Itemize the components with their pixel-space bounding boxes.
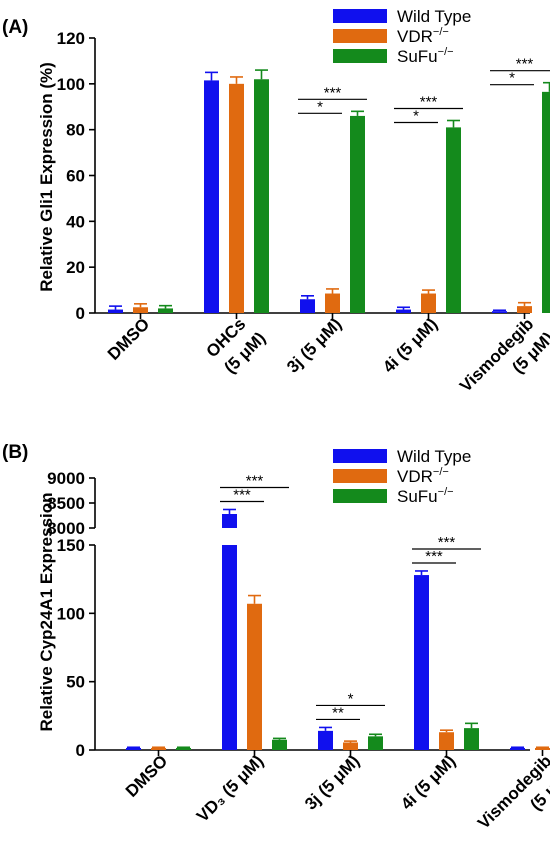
- b-legend-label-vdr: VDR−/−: [397, 466, 449, 486]
- legend-sup: −/−: [433, 26, 449, 38]
- b-bar-wild_type: [414, 575, 429, 750]
- b-significance-stars: ***: [438, 534, 456, 551]
- legend-sup: −/−: [438, 46, 454, 58]
- panel-label-b: (B): [2, 442, 28, 463]
- a-bar-sufu: [542, 91, 550, 314]
- legend-name: VDR: [397, 27, 433, 46]
- a-y-tick-label: 40: [66, 212, 85, 231]
- b-y-tick-label: 8000: [47, 519, 85, 538]
- a-significance-stars: ***: [420, 94, 438, 111]
- b-significance-stars: ***: [246, 473, 264, 490]
- b-legend-label-sufu: SuFu−/−: [397, 486, 454, 506]
- a-bar-wild_type: [492, 311, 507, 313]
- b-bar-vdr: [247, 603, 262, 750]
- b-category-label: 4i (5 μM): [397, 751, 459, 813]
- a-y-tick-label: 80: [66, 121, 85, 140]
- b-significance-stars: ***: [425, 548, 443, 565]
- a-y-tick-label: 120: [57, 29, 85, 48]
- b-y-tick-label: 50: [66, 673, 85, 692]
- a-legend-label-vdr: VDR−/−: [397, 26, 449, 46]
- a-bar-vdr: [421, 293, 436, 313]
- b-y-tick-label: 0: [76, 741, 85, 760]
- b-category-label: 3j (5 μM): [301, 751, 363, 813]
- a-bar-wild_type: [204, 80, 219, 313]
- a-bar-vdr: [133, 307, 148, 313]
- a-bar-vdr: [229, 83, 244, 313]
- legend-name: SuFu: [397, 487, 438, 506]
- b-significance-stars: *: [348, 690, 354, 707]
- a-bar-sufu: [158, 308, 173, 313]
- a-bar-wild_type: [396, 309, 411, 313]
- a-bar-vdr: [517, 306, 532, 313]
- b-bar-vdr: [151, 747, 166, 750]
- b-bar-wild_type: [126, 747, 141, 750]
- a-legend-swatch-sufu: [333, 49, 387, 63]
- a-significance-stars: ***: [516, 56, 534, 73]
- legend-name: Wild Type: [397, 447, 471, 466]
- a-category-label: 3j (5 μM): [283, 314, 345, 376]
- b-bar-sufu: [176, 747, 191, 750]
- y-axis-label-a: Relative Gli1 Expression (%): [37, 62, 56, 292]
- b-category-label: VD₃ (5 μM): [193, 751, 267, 825]
- a-category-label: 4i (5 μM): [379, 314, 441, 376]
- b-category-label: DMSO: [122, 751, 171, 800]
- legend-sup: −/−: [438, 486, 454, 498]
- a-significance-stars: *: [317, 98, 323, 115]
- legend-sup: −/−: [433, 466, 449, 478]
- a-y-tick-label: 20: [66, 258, 85, 277]
- a-legend-swatch-wild_type: [333, 9, 387, 23]
- b-bar-wild_type: [222, 545, 237, 750]
- a-y-tick-label: 100: [57, 75, 85, 94]
- a-y-tick-label: 0: [76, 304, 85, 323]
- b-bar-vdr: [343, 742, 358, 750]
- legend-name: Wild Type: [397, 7, 471, 26]
- b-bar-vdr: [535, 747, 550, 750]
- legend-name: VDR: [397, 467, 433, 486]
- a-legend-label-wild_type: Wild Type: [397, 7, 471, 26]
- a-significance-stars: ***: [324, 84, 342, 101]
- a-y-tick-label: 60: [66, 167, 85, 186]
- a-bar-sufu: [350, 115, 365, 314]
- a-bar-wild_type: [300, 299, 315, 313]
- a-bar-vdr: [325, 293, 340, 313]
- y-axis-label-b: Relative Cyp24A1 Expression: [37, 492, 56, 731]
- a-legend-label-sufu: SuFu−/−: [397, 46, 454, 66]
- b-significance-stars: ***: [233, 487, 251, 504]
- a-significance-stars: *: [413, 108, 419, 125]
- b-y-tick-label: 100: [57, 604, 85, 623]
- b-bar-sufu: [272, 739, 287, 750]
- legend-name: SuFu: [397, 47, 438, 66]
- b-legend-swatch-vdr: [333, 469, 387, 483]
- b-legend-swatch-sufu: [333, 489, 387, 503]
- b-bar-sufu: [464, 728, 479, 750]
- b-legend-label-wild_type: Wild Type: [397, 447, 471, 466]
- a-bar-wild_type: [108, 309, 123, 313]
- a-category-label: DMSO: [104, 314, 153, 363]
- b-y-tick-label: 9000: [47, 469, 85, 488]
- b-legend-swatch-wild_type: [333, 449, 387, 463]
- b-bar-wild_type: [318, 730, 333, 750]
- panel-label-a: (A): [2, 17, 28, 38]
- b-y-tick-label: 8500: [47, 494, 85, 513]
- b-bar-sufu: [368, 736, 383, 750]
- a-significance-stars: *: [509, 70, 515, 87]
- a-bar-sufu: [446, 127, 461, 313]
- a-legend-swatch-vdr: [333, 29, 387, 43]
- b-bar-vdr: [439, 732, 454, 750]
- b-bar-wild_type: [510, 747, 525, 750]
- b-y-tick-label: 150: [57, 536, 85, 555]
- b-significance-stars: **: [332, 704, 344, 721]
- b-bar-wild_type-upper: [222, 514, 237, 528]
- a-bar-sufu: [254, 79, 269, 313]
